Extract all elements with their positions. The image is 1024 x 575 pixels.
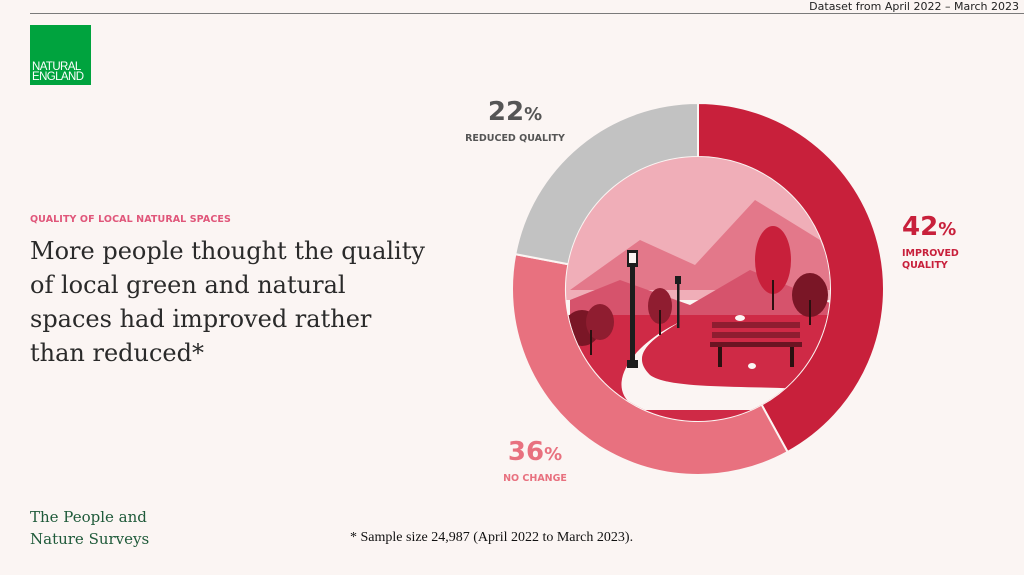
brand-line-1: The People and bbox=[30, 508, 147, 526]
section-kicker: QUALITY OF LOCAL NATURAL SPACES bbox=[30, 214, 231, 225]
pct-sign-reduced: % bbox=[524, 104, 543, 125]
brand-line-2: Nature Surveys bbox=[30, 530, 150, 548]
lamp-post-small bbox=[675, 276, 681, 328]
label-no-change: NO CHANGE bbox=[490, 473, 580, 485]
label-text: NO CHANGE bbox=[503, 473, 567, 484]
label-reduced: REDUCED QUALITY bbox=[465, 133, 565, 145]
label-text: IMPROVED bbox=[902, 248, 959, 259]
donut-chart bbox=[511, 101, 885, 476]
footnote: * Sample size 24,987 (April 2022 to Marc… bbox=[350, 530, 634, 545]
pct-no-change: 36% bbox=[490, 437, 580, 467]
headline: More people thought the quality of local… bbox=[30, 237, 425, 367]
pct-value-no-change: 36 bbox=[507, 437, 545, 467]
pct-improved: 42% bbox=[902, 212, 956, 242]
pct-reduced: 22% bbox=[465, 97, 565, 127]
label-text: REDUCED QUALITY bbox=[465, 133, 565, 144]
dataset-note: Dataset from April 2022 – March 2023 bbox=[809, 0, 1019, 13]
pct-value-reduced: 22 bbox=[487, 97, 525, 127]
tree-mid bbox=[648, 288, 672, 335]
pct-value-improved: 42 bbox=[902, 212, 939, 242]
tree-far-right bbox=[792, 273, 828, 325]
top-rule bbox=[30, 13, 1024, 14]
pct-sign-no-change: % bbox=[544, 444, 563, 465]
pct-sign-improved: % bbox=[938, 219, 957, 240]
lamp-post bbox=[627, 250, 638, 368]
label-improved: IMPROVED QUALITY bbox=[902, 248, 959, 272]
bird-icon bbox=[748, 363, 756, 369]
bird-icon bbox=[735, 315, 745, 321]
logo-line-2: ENGLAND bbox=[32, 71, 84, 83]
tree-right bbox=[755, 226, 791, 310]
natural-england-logo: NATURAL ENGLAND bbox=[30, 25, 91, 85]
brand-wordmark: The People and Nature Surveys bbox=[30, 506, 149, 550]
logo-line-1: NATURAL bbox=[32, 61, 81, 73]
path bbox=[621, 322, 830, 410]
label-text: QUALITY bbox=[902, 260, 948, 271]
bench bbox=[710, 322, 802, 367]
